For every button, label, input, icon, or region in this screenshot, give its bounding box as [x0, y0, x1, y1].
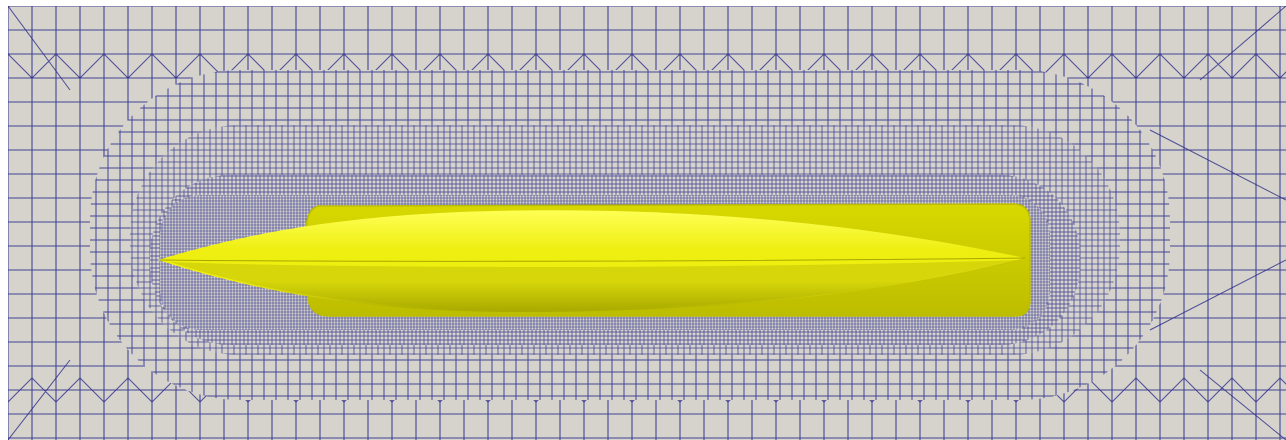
hull-keel-line — [159, 257, 1026, 262]
hull-shadow — [170, 260, 1020, 310]
ship-hull — [158, 203, 1031, 317]
